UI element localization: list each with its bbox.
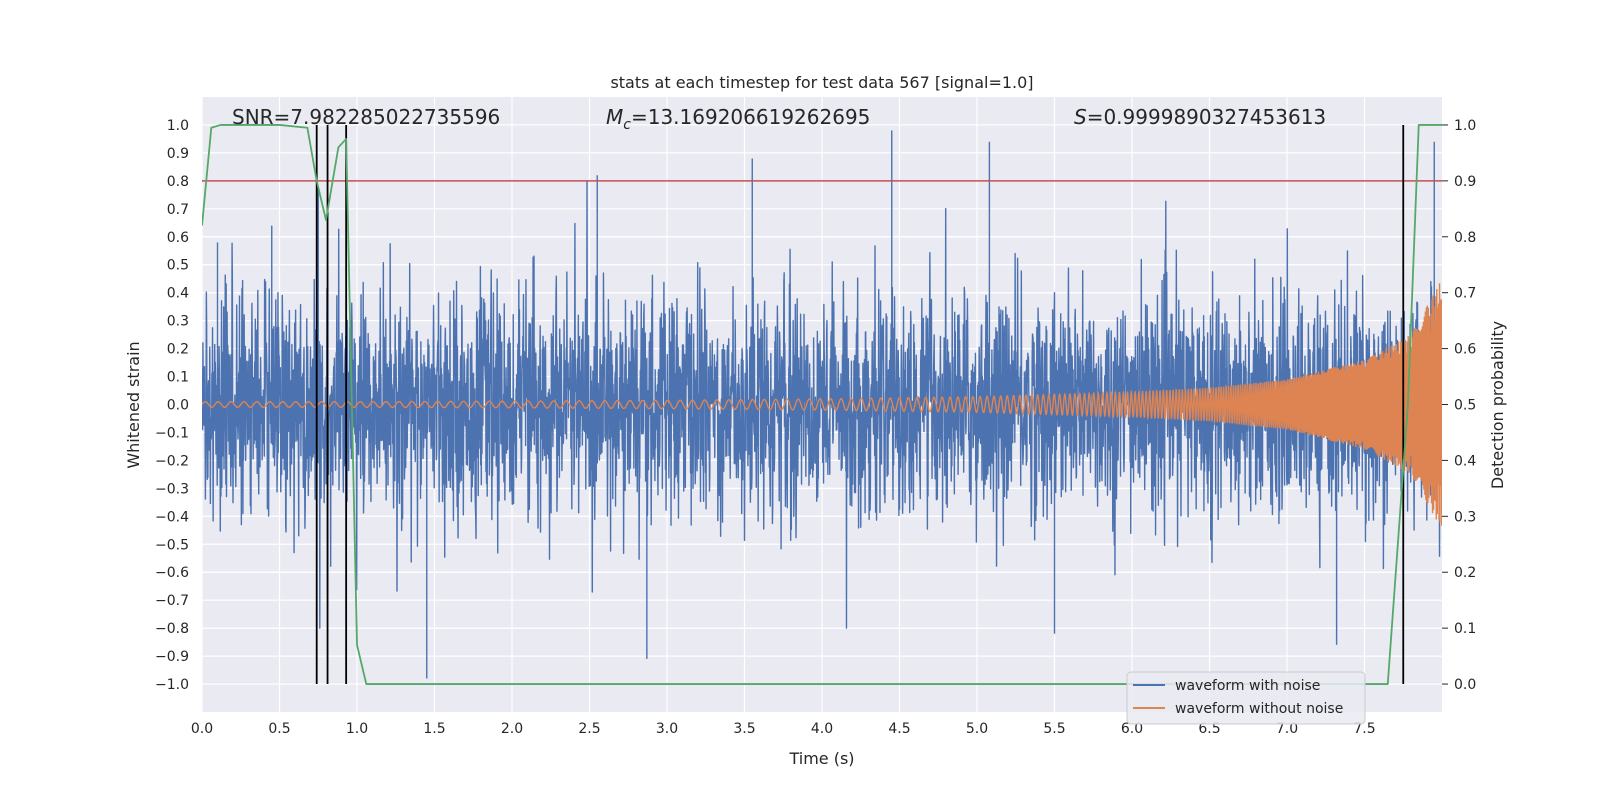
y2-tick-label: 0.7 [1454,286,1476,302]
noise-series [202,130,1442,679]
x-tick-label: 1.5 [423,721,445,737]
y2-tick-label: 0.4 [1454,453,1476,469]
y2-tick-label: 0.6 [1454,342,1476,358]
y2-tick-labels: 1.0 0.9 0.8 0.7 0.6 0.5 0.4 0.3 0.2 0.1 0.0 [1442,118,1476,693]
x-tick-label: 0.5 [268,721,290,737]
legend-label-noise: waveform with noise [1175,678,1320,694]
x-tick-label: 2.0 [501,721,523,737]
y2-tick-label: 0.3 [1454,509,1476,525]
y-tick-label: −1.0 [155,677,189,693]
score-annotation: S=0.9999890327453613 [1074,105,1326,129]
legend-box [1126,671,1366,725]
x-tick-label: 0.0 [191,721,213,737]
y2-tick-label: 0.0 [1454,677,1476,693]
x-axis-label: Time (s) [788,749,854,768]
legend: waveform with noise waveform without noi… [1126,671,1366,725]
y2-axis-label: Detection probability [1488,321,1507,489]
y-tick-label: 0.2 [167,342,189,358]
y2-tick-label: 1.0 [1454,118,1476,134]
x-tick-labels: 0.0 0.5 1.0 1.5 2.0 2.5 3.0 3.5 4.0 4.5 5.0 5.5 6.0 6… [191,721,1376,737]
y-tick-labels: 1.0 0.9 0.8 0.7 0.6 0.5 0.4 0.3 0.2 0.1 0.0 −0.1 −0.… [155,118,189,693]
x-tick-label: 6.5 [1198,721,1220,737]
y-tick-label: −0.3 [155,481,189,497]
x-tick-label: 1.0 [346,721,368,737]
y-tick-label: 0.8 [167,174,189,190]
y-tick-label: 0.6 [167,230,189,246]
series-line-probability [202,124,1442,685]
y-tick-label: 1.0 [167,118,189,134]
snr-annotation: SNR=7.982285022735596 [232,105,500,129]
y-tick-label: 0.1 [167,370,189,386]
score-value: =0.9999890327453613 [1087,105,1326,129]
y2-tick-label: 0.1 [1454,621,1476,637]
chart-title: stats at each timestep for test data 567… [610,73,1033,92]
x-tick-label: 5.5 [1043,721,1065,737]
x-tick-label: 3.5 [733,721,755,737]
y-tick-label: −0.4 [155,509,189,525]
signal-series [202,283,1442,526]
y-tick-label: −0.2 [155,453,189,469]
y-tick-label: −0.9 [155,649,189,665]
score-symbol: S [1074,105,1087,129]
chirp-mass-value: =13.169206619262695 [631,105,870,129]
y-tick-label: 0.5 [167,258,189,274]
y-tick-label: 0.9 [167,146,189,162]
y-tick-label: −0.7 [155,593,189,609]
series-line-noise [202,130,1442,679]
y2-tick-label: 0.2 [1454,565,1476,581]
chirp-mass-annotation: Mc=13.169206619262695 [606,105,870,133]
chirp-mass-symbol: M [606,105,623,129]
plot-content [202,124,1442,685]
series-line-signal [202,283,1442,526]
x-tick-label: 2.5 [578,721,600,737]
y-tick-label: −0.8 [155,621,189,637]
y2-tick-label: 0.5 [1454,398,1476,414]
x-tick-label: 3.0 [656,721,678,737]
overlay-layer [202,124,1442,685]
y-tick-label: −0.1 [155,425,189,441]
x-tick-label: 4.5 [888,721,910,737]
x-tick-label: 7.5 [1353,721,1375,737]
y-tick-label: 0.4 [167,286,189,302]
x-tick-label: 7.0 [1276,721,1298,737]
y-tick-label: −0.6 [155,565,189,581]
chirp-mass-subscript: c [623,117,631,133]
y-tick-label: 0.0 [167,398,189,414]
y2-tick-label: 0.8 [1454,230,1476,246]
y-tick-label: −0.5 [155,537,189,553]
x-tick-label: 5.0 [966,721,988,737]
x-tick-label: 6.0 [1121,721,1143,737]
y2-tick-label: 0.9 [1454,174,1476,190]
x-tick-label: 4.0 [811,721,833,737]
y-axis-label: Whitened strain [124,341,143,468]
y-tick-label: 0.3 [167,314,189,330]
legend-label-signal: waveform without noise [1175,701,1343,717]
y-tick-label: 0.7 [167,202,189,218]
